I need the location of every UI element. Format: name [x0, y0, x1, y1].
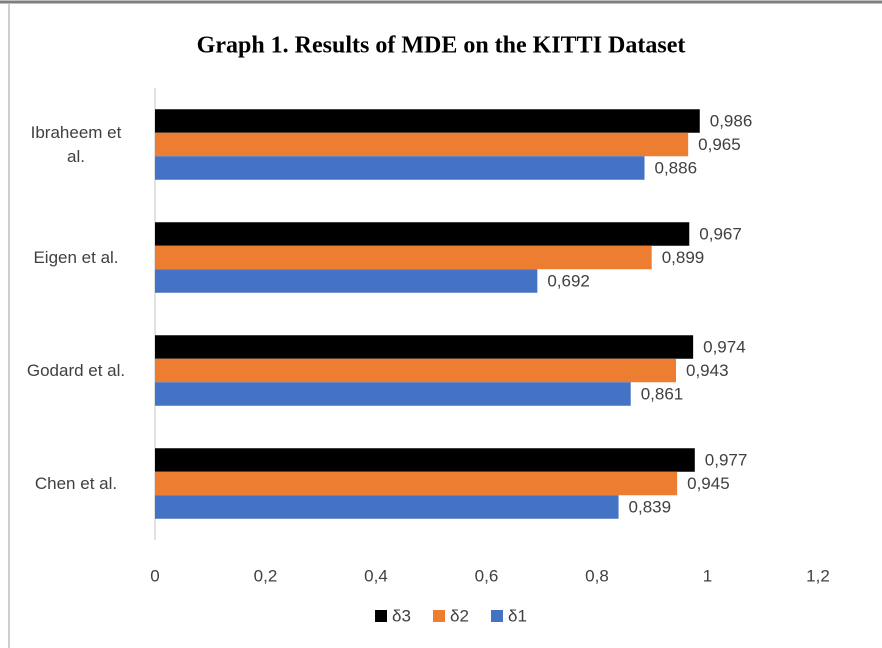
legend-swatch	[433, 610, 445, 622]
bar	[155, 448, 695, 472]
bar	[155, 495, 619, 519]
bar	[155, 382, 631, 406]
y-tick-label: Eigen et al.	[33, 247, 119, 267]
value-label: 0,965	[698, 135, 741, 154]
bar	[155, 156, 645, 180]
x-tick-label: 0	[150, 566, 159, 585]
category-label-box: Godard et al.	[14, 314, 138, 427]
value-label: 0,899	[662, 248, 705, 267]
bar	[155, 335, 694, 359]
value-label: 0,943	[686, 361, 729, 380]
x-tick-label: 0,6	[475, 566, 499, 585]
bar	[155, 245, 652, 270]
value-label: 0,986	[710, 111, 753, 130]
x-tick-label: 1	[703, 566, 712, 585]
value-label: 0,692	[547, 271, 590, 290]
value-label: 0,967	[699, 224, 742, 243]
x-tick-label: 0,8	[585, 566, 609, 585]
chart-title: Graph 1. Results of MDE on the KITTI Dat…	[197, 33, 686, 59]
value-label: 0,839	[629, 497, 672, 516]
value-label: 0,974	[703, 337, 746, 356]
category-label-box: Eigen et al.	[14, 201, 138, 314]
legend-swatch	[375, 610, 387, 622]
legend-label: δ2	[450, 606, 469, 625]
category-label-box: Chen et al.	[14, 427, 138, 540]
value-label: 0,886	[655, 158, 698, 177]
value-label: 0,945	[687, 474, 730, 493]
legend-label: δ3	[392, 606, 411, 625]
x-tick-label: 0,2	[254, 566, 278, 585]
bar	[155, 109, 700, 133]
y-tick-label: Godard et al.	[26, 360, 126, 380]
value-label: 0,861	[641, 384, 684, 403]
x-tick-label: 1,2	[806, 566, 830, 585]
y-tick-label: Chen et al.	[34, 473, 118, 493]
bar	[155, 471, 678, 496]
bar	[155, 358, 677, 383]
bar	[155, 269, 538, 293]
category-label-box: Ibraheem et al.	[14, 88, 138, 201]
x-tick-label: 0,4	[364, 566, 388, 585]
legend-label: δ1	[508, 606, 527, 625]
bar	[155, 222, 690, 246]
value-label: 0,977	[705, 450, 748, 469]
legend-swatch	[491, 610, 503, 622]
bar	[155, 132, 689, 157]
y-tick-label: Ibraheem et al.	[30, 122, 122, 166]
